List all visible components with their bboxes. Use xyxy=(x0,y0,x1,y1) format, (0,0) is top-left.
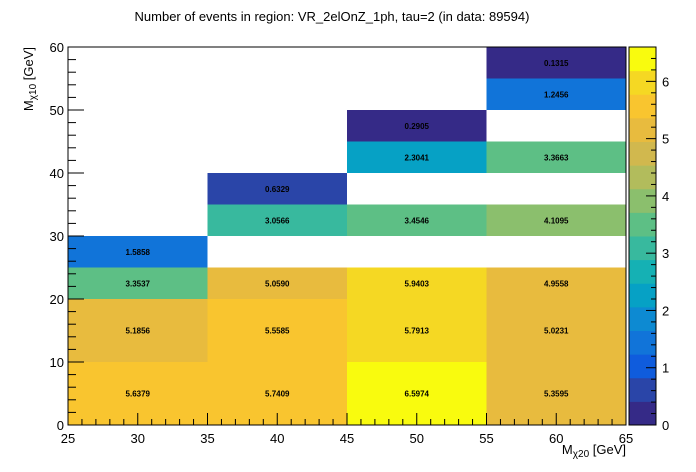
color-scale-label: 2 xyxy=(662,303,669,318)
cell-value-label: 1.2456 xyxy=(544,90,569,99)
heatmap-cell xyxy=(207,299,347,362)
heatmap-cell xyxy=(486,47,626,79)
heatmap-cells xyxy=(68,47,626,425)
y-axis-label-main: M xyxy=(21,100,36,111)
color-scale-label: 0 xyxy=(662,418,669,433)
heatmap-cell xyxy=(486,78,626,110)
cell-value-label: 5.0590 xyxy=(265,279,290,288)
x-tick-labels: 25 30 35 40 45 50 55 60 65 xyxy=(61,431,633,446)
heatmap-cell xyxy=(486,299,626,362)
cell-value-label: 5.7409 xyxy=(265,390,290,399)
cell-value-label: 5.9403 xyxy=(405,279,430,288)
x-axis-label-unit: [GeV] xyxy=(589,442,626,457)
color-scale-label: 6 xyxy=(662,74,669,89)
x-tick-label: 55 xyxy=(479,431,493,446)
y-tick-label: 30 xyxy=(50,229,64,244)
color-scale-segment xyxy=(629,94,656,119)
y-tick-label: 60 xyxy=(50,40,64,55)
heatmap-cell xyxy=(486,267,626,299)
cell-value-label: 6.5974 xyxy=(405,390,430,399)
y-tick-label: 20 xyxy=(50,292,64,307)
color-scale-segment xyxy=(629,236,656,261)
x-tick-label: 35 xyxy=(200,431,214,446)
cell-value-label: 2.3041 xyxy=(405,153,430,162)
chart-title: Number of events in region: VR_2elOnZ_1p… xyxy=(135,9,530,24)
color-scale-segment xyxy=(629,47,656,72)
cell-value-label: 3.0566 xyxy=(265,216,290,225)
color-scale-frame xyxy=(628,46,657,426)
heatmap-cell xyxy=(347,110,487,142)
heatmap-cell xyxy=(347,299,487,362)
heatmap-cell xyxy=(68,236,208,268)
cell-value-label: 5.6379 xyxy=(126,390,151,399)
cell-value-label: 3.4546 xyxy=(405,216,430,225)
color-scale-label: 4 xyxy=(662,189,669,204)
y-tick-label: 50 xyxy=(50,103,64,118)
color-scale-segment xyxy=(629,117,656,142)
x-axis-label-sub: χ20 xyxy=(573,449,590,460)
y-axis-label-sub: χ10 xyxy=(28,83,39,100)
color-scale-bar xyxy=(628,46,657,426)
heatmap-cell xyxy=(486,204,626,236)
color-scale-segment xyxy=(629,259,656,284)
color-scale-segment xyxy=(629,377,656,402)
x-tick-label: 50 xyxy=(410,431,424,446)
cell-value-label: 5.7913 xyxy=(405,327,430,336)
color-scale-segment xyxy=(629,165,656,190)
x-tick-label: 40 xyxy=(270,431,284,446)
cell-value-label: 0.2905 xyxy=(405,122,430,131)
heatmap-cell xyxy=(486,141,626,173)
x-tick-label: 60 xyxy=(549,431,563,446)
x-tick-label: 65 xyxy=(619,431,633,446)
heatmap-cell xyxy=(68,267,208,299)
y-tick-labels: 0 10 20 30 40 50 60 xyxy=(50,40,64,433)
y-axis-label: Mχ10 [GeV] xyxy=(21,47,39,111)
color-scale-segment xyxy=(629,70,656,95)
heatmap-cell xyxy=(207,173,347,205)
x-axis-ticks xyxy=(67,413,627,425)
heatmap-cell-labels: 5.6379 5.7409 6.5974 5.3595 5.1856 5.5585 5.79… xyxy=(126,59,570,399)
cell-value-label: 5.5585 xyxy=(265,327,290,336)
heatmap-cell xyxy=(207,267,347,299)
cell-value-label: 5.0231 xyxy=(544,327,569,336)
cell-value-label: 5.3595 xyxy=(544,390,569,399)
heatmap-cell xyxy=(347,141,487,173)
cell-value-label: 1.5858 xyxy=(126,248,151,257)
y-tick-label: 0 xyxy=(57,418,64,433)
heatmap-cell xyxy=(68,299,208,362)
y-axis-label-unit: [GeV] xyxy=(21,47,36,84)
color-scale-segment xyxy=(629,212,656,237)
color-scale-label: 5 xyxy=(662,132,669,147)
y-tick-label: 10 xyxy=(50,355,64,370)
y-axis-ticks xyxy=(68,46,84,426)
color-scale-ticks xyxy=(646,46,656,426)
cell-value-label: 4.9558 xyxy=(544,279,569,288)
x-tick-label: 30 xyxy=(131,431,145,446)
cell-value-label: 0.1315 xyxy=(544,59,569,68)
color-scale-label: 3 xyxy=(662,246,669,261)
cell-value-label: 5.1856 xyxy=(126,327,151,336)
color-scale-labels: 0 1 2 3 4 5 6 xyxy=(662,74,669,433)
heatmap-cell xyxy=(347,267,487,299)
color-scale-segment xyxy=(629,354,656,379)
x-tick-label: 45 xyxy=(340,431,354,446)
cell-value-label: 4.1095 xyxy=(544,216,569,225)
x-axis-label: Mχ20 [GeV] xyxy=(562,442,626,460)
cell-value-label: 3.3537 xyxy=(126,279,151,288)
cell-value-label: 3.3663 xyxy=(544,153,569,162)
color-scale-label: 1 xyxy=(662,361,669,376)
x-axis-label-main: M xyxy=(562,442,573,457)
x-tick-label: 25 xyxy=(61,431,75,446)
color-scale-segment xyxy=(629,283,656,308)
heatmap-cell xyxy=(347,204,487,236)
y-tick-label: 40 xyxy=(50,166,64,181)
color-scale-segment xyxy=(629,330,656,355)
cell-value-label: 0.6329 xyxy=(265,185,290,194)
color-scale-segment xyxy=(629,188,656,213)
heatmap-cell xyxy=(207,204,347,236)
